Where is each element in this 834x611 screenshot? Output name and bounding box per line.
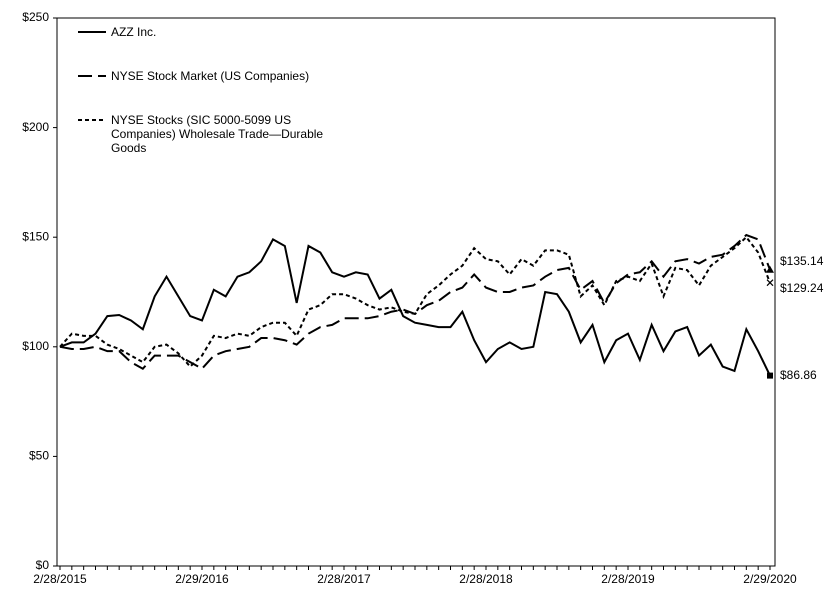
- legend-label: NYSE Stock Market (US Companies): [111, 69, 310, 83]
- y-tick-label: $50: [29, 449, 49, 463]
- value-label: $129.24: [780, 281, 824, 295]
- legend-label: AZZ Inc.: [111, 25, 157, 39]
- series-line: [59, 233, 771, 370]
- x-tick-label: 2/29/2020: [743, 572, 797, 586]
- x-tick-label: 2/28/2015: [33, 572, 87, 586]
- end-marker: [767, 372, 773, 379]
- y-tick-label: $0: [36, 558, 50, 572]
- value-label: $86.86: [780, 368, 817, 382]
- legend-label: NYSE Stocks (SIC 5000-5099 US Companies)…: [111, 113, 324, 155]
- y-tick-label: $200: [22, 120, 49, 134]
- x-tick-label: 2/29/2016: [175, 572, 229, 586]
- y-tick-label: $150: [22, 229, 49, 243]
- end-marker: [766, 279, 774, 287]
- value-label: $135.14: [780, 254, 824, 268]
- y-tick-label: $100: [22, 339, 49, 353]
- x-tick-label: 2/28/2017: [317, 572, 371, 586]
- x-tick-label: 2/28/2018: [459, 572, 513, 586]
- plot-frame: [56, 17, 776, 567]
- y-tick-label: $250: [22, 10, 49, 24]
- end-marker: [766, 265, 774, 273]
- series-line: [59, 235, 771, 368]
- series-line: [59, 238, 771, 377]
- x-tick-label: 2/28/2019: [601, 572, 655, 586]
